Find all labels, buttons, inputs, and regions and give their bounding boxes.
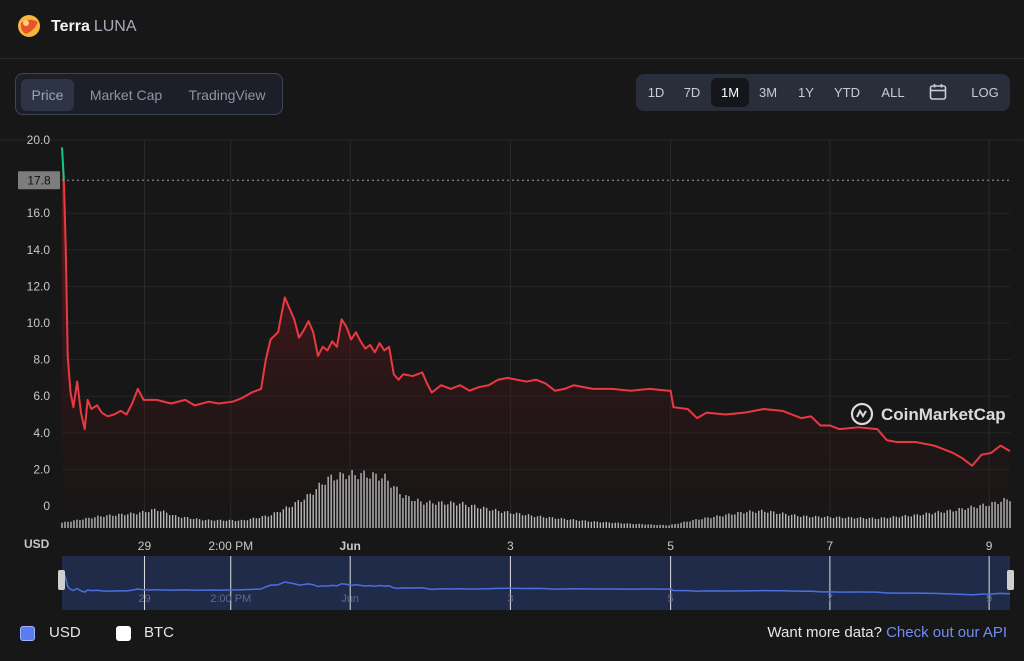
btc-legend-label: BTC xyxy=(144,624,174,641)
navigator-tick-label: 7 xyxy=(827,593,833,605)
time-range-selector: 1D 7D 1M 3M 1Y YTD ALL LOG xyxy=(636,74,1010,111)
range-1d[interactable]: 1D xyxy=(647,85,665,100)
navigator-tick-label: 3 xyxy=(507,593,513,605)
calendar-icon[interactable] xyxy=(928,82,948,102)
y-tick-label: 8.0 xyxy=(33,353,50,367)
y-tick-label: 4.0 xyxy=(33,426,50,440)
coin-title: Terra LUNA xyxy=(51,18,137,36)
price-line xyxy=(62,180,1011,467)
coinmarketcap-watermark: CoinMarketCap xyxy=(850,402,1006,426)
more-data-text: Want more data? xyxy=(767,624,882,641)
x-tick-label: Jun xyxy=(340,539,361,553)
coin-name: Terra xyxy=(51,18,90,35)
y-tick-label: 2.0 xyxy=(33,462,50,476)
navigator-handle-right[interactable] xyxy=(1007,570,1014,590)
range-all[interactable]: ALL xyxy=(881,85,905,100)
x-tick-label: 3 xyxy=(507,539,514,553)
terra-luna-logo xyxy=(18,15,40,37)
range-1y[interactable]: 1Y xyxy=(798,85,814,100)
more-data: Want more data? Check out our API xyxy=(767,624,1007,641)
coinmarketcap-logo-mark xyxy=(856,408,867,418)
price-area xyxy=(62,147,1010,506)
current-price-label: 17.8 xyxy=(27,173,51,187)
tab-market-cap[interactable]: Market Cap xyxy=(89,87,163,103)
navigator-handle-left[interactable] xyxy=(58,570,65,590)
x-tick-label: 9 xyxy=(986,539,993,553)
coinmarketcap-watermark-text: CoinMarketCap xyxy=(881,405,1006,424)
navigator-tick-label: 9 xyxy=(986,593,992,605)
navigator-line xyxy=(61,570,1011,596)
y-tick-label: 14.0 xyxy=(27,243,51,257)
range-3m[interactable]: 3M xyxy=(758,85,778,100)
navigator-background xyxy=(62,556,1010,610)
x-tick-label: 7 xyxy=(827,539,834,553)
navigator-tick-label: 29 xyxy=(138,593,150,605)
api-link[interactable]: Check out our API xyxy=(886,624,1007,641)
price-chart[interactable]: 20.0 16.0 14.0 12.0 10.0 8.0 6.0 4.0 2.0 0 17.8 Coi… xyxy=(0,128,1024,618)
currency-axis-label: USD xyxy=(24,537,50,551)
btc-checkbox[interactable] xyxy=(116,626,131,641)
range-log[interactable]: LOG xyxy=(971,85,999,100)
coinmarketcap-logo-icon xyxy=(850,402,874,426)
price-line-start xyxy=(61,147,65,181)
chart-type-tabs: Price Market Cap TradingView xyxy=(15,73,283,115)
x-tick-label: 5 xyxy=(667,539,674,553)
current-price-tag xyxy=(18,171,60,190)
tab-tradingview[interactable]: TradingView xyxy=(188,87,266,103)
range-1m[interactable]: 1M xyxy=(711,78,749,107)
y-tick-label: 10.0 xyxy=(27,316,51,330)
coin-symbol: LUNA xyxy=(93,18,137,35)
navigator-tick-label: 5 xyxy=(668,593,674,605)
y-tick-label: 20.0 xyxy=(27,133,51,147)
range-7d[interactable]: 7D xyxy=(683,85,701,100)
usd-checkbox[interactable] xyxy=(20,626,35,641)
usd-legend-label: USD xyxy=(49,624,81,641)
navigator-tick-label: Jun xyxy=(341,593,359,605)
x-tick-label: 2:00 PM xyxy=(208,539,253,553)
y-tick-label: 16.0 xyxy=(27,206,51,220)
tab-price[interactable]: Price xyxy=(21,79,74,111)
y-tick-label: 0 xyxy=(43,499,50,513)
range-ytd[interactable]: YTD xyxy=(834,85,860,100)
x-tick-label: 29 xyxy=(138,539,152,553)
header: Terra LUNA xyxy=(0,0,1024,59)
y-tick-label: 6.0 xyxy=(33,389,50,403)
y-tick-label: 12.0 xyxy=(27,279,51,293)
navigator-tick-label: 2:00 PM xyxy=(210,593,251,605)
